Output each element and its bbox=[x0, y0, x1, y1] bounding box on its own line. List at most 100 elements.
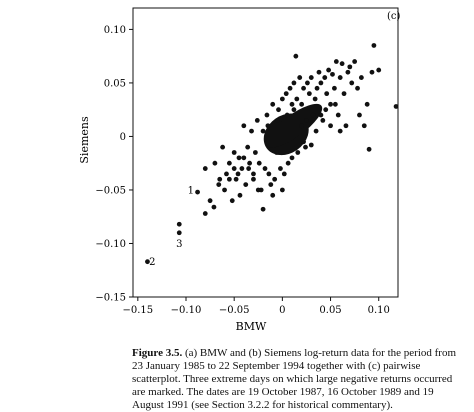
x-tick-label: −0.05 bbox=[219, 305, 250, 316]
scatter-point bbox=[361, 123, 367, 129]
scatter-point bbox=[220, 144, 226, 150]
y-tick-label: 0 bbox=[120, 132, 126, 143]
scatter-point bbox=[306, 91, 312, 97]
scatter-point bbox=[255, 187, 261, 193]
scatter-point bbox=[332, 85, 337, 91]
scatter-point bbox=[254, 117, 260, 123]
scatter-point bbox=[289, 101, 295, 107]
scatter-point bbox=[299, 101, 305, 107]
scatter-point bbox=[245, 144, 251, 150]
scatter-point bbox=[281, 171, 287, 177]
scatter-point bbox=[339, 61, 345, 67]
scatter-point bbox=[371, 43, 377, 48]
scatter-point bbox=[345, 69, 351, 75]
scatter-point bbox=[332, 101, 338, 107]
scatter-point bbox=[358, 75, 364, 80]
scatter-point bbox=[337, 128, 343, 134]
scatter-point bbox=[236, 155, 242, 161]
scatter-point bbox=[322, 75, 328, 80]
scatter-point bbox=[349, 80, 355, 86]
scatter-point bbox=[231, 150, 237, 155]
y-tick-label: −0.10 bbox=[95, 239, 126, 250]
y-tick-label: −0.15 bbox=[95, 293, 126, 304]
scatter-point bbox=[318, 80, 324, 86]
scatter-point bbox=[310, 112, 316, 118]
scatter-point bbox=[275, 117, 280, 123]
scatter-point bbox=[328, 123, 333, 129]
scatter-point bbox=[283, 91, 289, 97]
scatter-point bbox=[262, 166, 268, 171]
scatter-point bbox=[239, 166, 245, 171]
scatter-point bbox=[235, 171, 241, 177]
x-tick-label: −0.15 bbox=[122, 305, 153, 316]
scatter-point bbox=[241, 123, 247, 129]
scatter-point bbox=[326, 67, 332, 73]
scatter-point bbox=[330, 71, 335, 77]
scatter-point bbox=[260, 206, 266, 212]
scatter-point bbox=[176, 221, 182, 227]
scatter-point bbox=[211, 204, 217, 210]
scatter-point bbox=[229, 198, 235, 204]
scatter-point bbox=[202, 211, 208, 216]
panel-label: (c) bbox=[387, 11, 401, 22]
scatter-point bbox=[224, 171, 229, 177]
scatter-point bbox=[226, 160, 232, 166]
x-axis: −0.15 −0.10 −0.05 0 0.05 0.10 bbox=[122, 297, 390, 316]
scatter-point bbox=[308, 142, 314, 148]
scatter-point bbox=[312, 96, 318, 102]
extreme-day-label: 1 bbox=[188, 185, 194, 196]
scatter-point bbox=[231, 166, 237, 171]
scatter-point bbox=[212, 160, 218, 166]
y-tick-label: −0.05 bbox=[95, 185, 126, 196]
y-tick-label: 0.10 bbox=[104, 25, 126, 36]
scatter-point bbox=[285, 160, 291, 166]
x-tick-label: −0.10 bbox=[171, 305, 202, 316]
scatter-point bbox=[289, 155, 295, 161]
scatter-point bbox=[324, 91, 330, 97]
scatter-point bbox=[333, 59, 339, 64]
scatter-point bbox=[226, 176, 232, 182]
x-axis-label: BMW bbox=[236, 320, 267, 333]
scatter-point bbox=[341, 91, 347, 97]
scatter-point bbox=[299, 123, 305, 129]
scatter-point bbox=[316, 69, 322, 75]
scatter-point bbox=[265, 123, 271, 129]
y-axis-label: Siemens bbox=[78, 116, 91, 164]
scatter-point bbox=[276, 107, 281, 113]
scatter-point bbox=[320, 117, 326, 123]
scatter-point bbox=[301, 139, 306, 145]
scatter-point bbox=[314, 85, 320, 91]
scatter-point bbox=[364, 101, 370, 107]
scatter-point bbox=[176, 230, 182, 236]
scatter-point bbox=[279, 187, 285, 193]
annotations: 1 2 3 bbox=[149, 185, 194, 268]
scatter-point bbox=[293, 53, 299, 59]
scatter-point bbox=[195, 189, 200, 195]
scatter-point bbox=[260, 128, 266, 134]
scatterplot: −0.15 −0.10 −0.05 0 0.05 0.10 −0.15 −0.10 −0.05… bbox=[78, 7, 401, 333]
scatter-point bbox=[376, 67, 382, 73]
scatter-point bbox=[393, 104, 399, 109]
scatter-point bbox=[369, 69, 375, 75]
scatter-point bbox=[303, 144, 308, 150]
scatter-point bbox=[308, 75, 314, 80]
plot-frame bbox=[132, 7, 399, 298]
scatter-point bbox=[337, 75, 343, 80]
scatter-point bbox=[297, 75, 303, 80]
scatter-point bbox=[291, 107, 297, 113]
scatter-point bbox=[237, 192, 243, 198]
scatter-point bbox=[246, 166, 252, 171]
caption-label: Figure 3.5. bbox=[132, 347, 183, 359]
scatter-point bbox=[335, 112, 341, 118]
scatter-point bbox=[266, 171, 272, 177]
scatter-point bbox=[251, 171, 256, 177]
scatter-point bbox=[287, 85, 293, 91]
scatter-point bbox=[270, 192, 276, 198]
scatter-point bbox=[291, 80, 297, 86]
extreme-day-label: 2 bbox=[149, 257, 155, 268]
scatter-point bbox=[355, 85, 360, 91]
x-tick-label: 0 bbox=[279, 305, 285, 316]
scatter-point bbox=[241, 155, 247, 161]
scatter-point bbox=[284, 112, 290, 118]
scatter-point bbox=[318, 112, 324, 118]
